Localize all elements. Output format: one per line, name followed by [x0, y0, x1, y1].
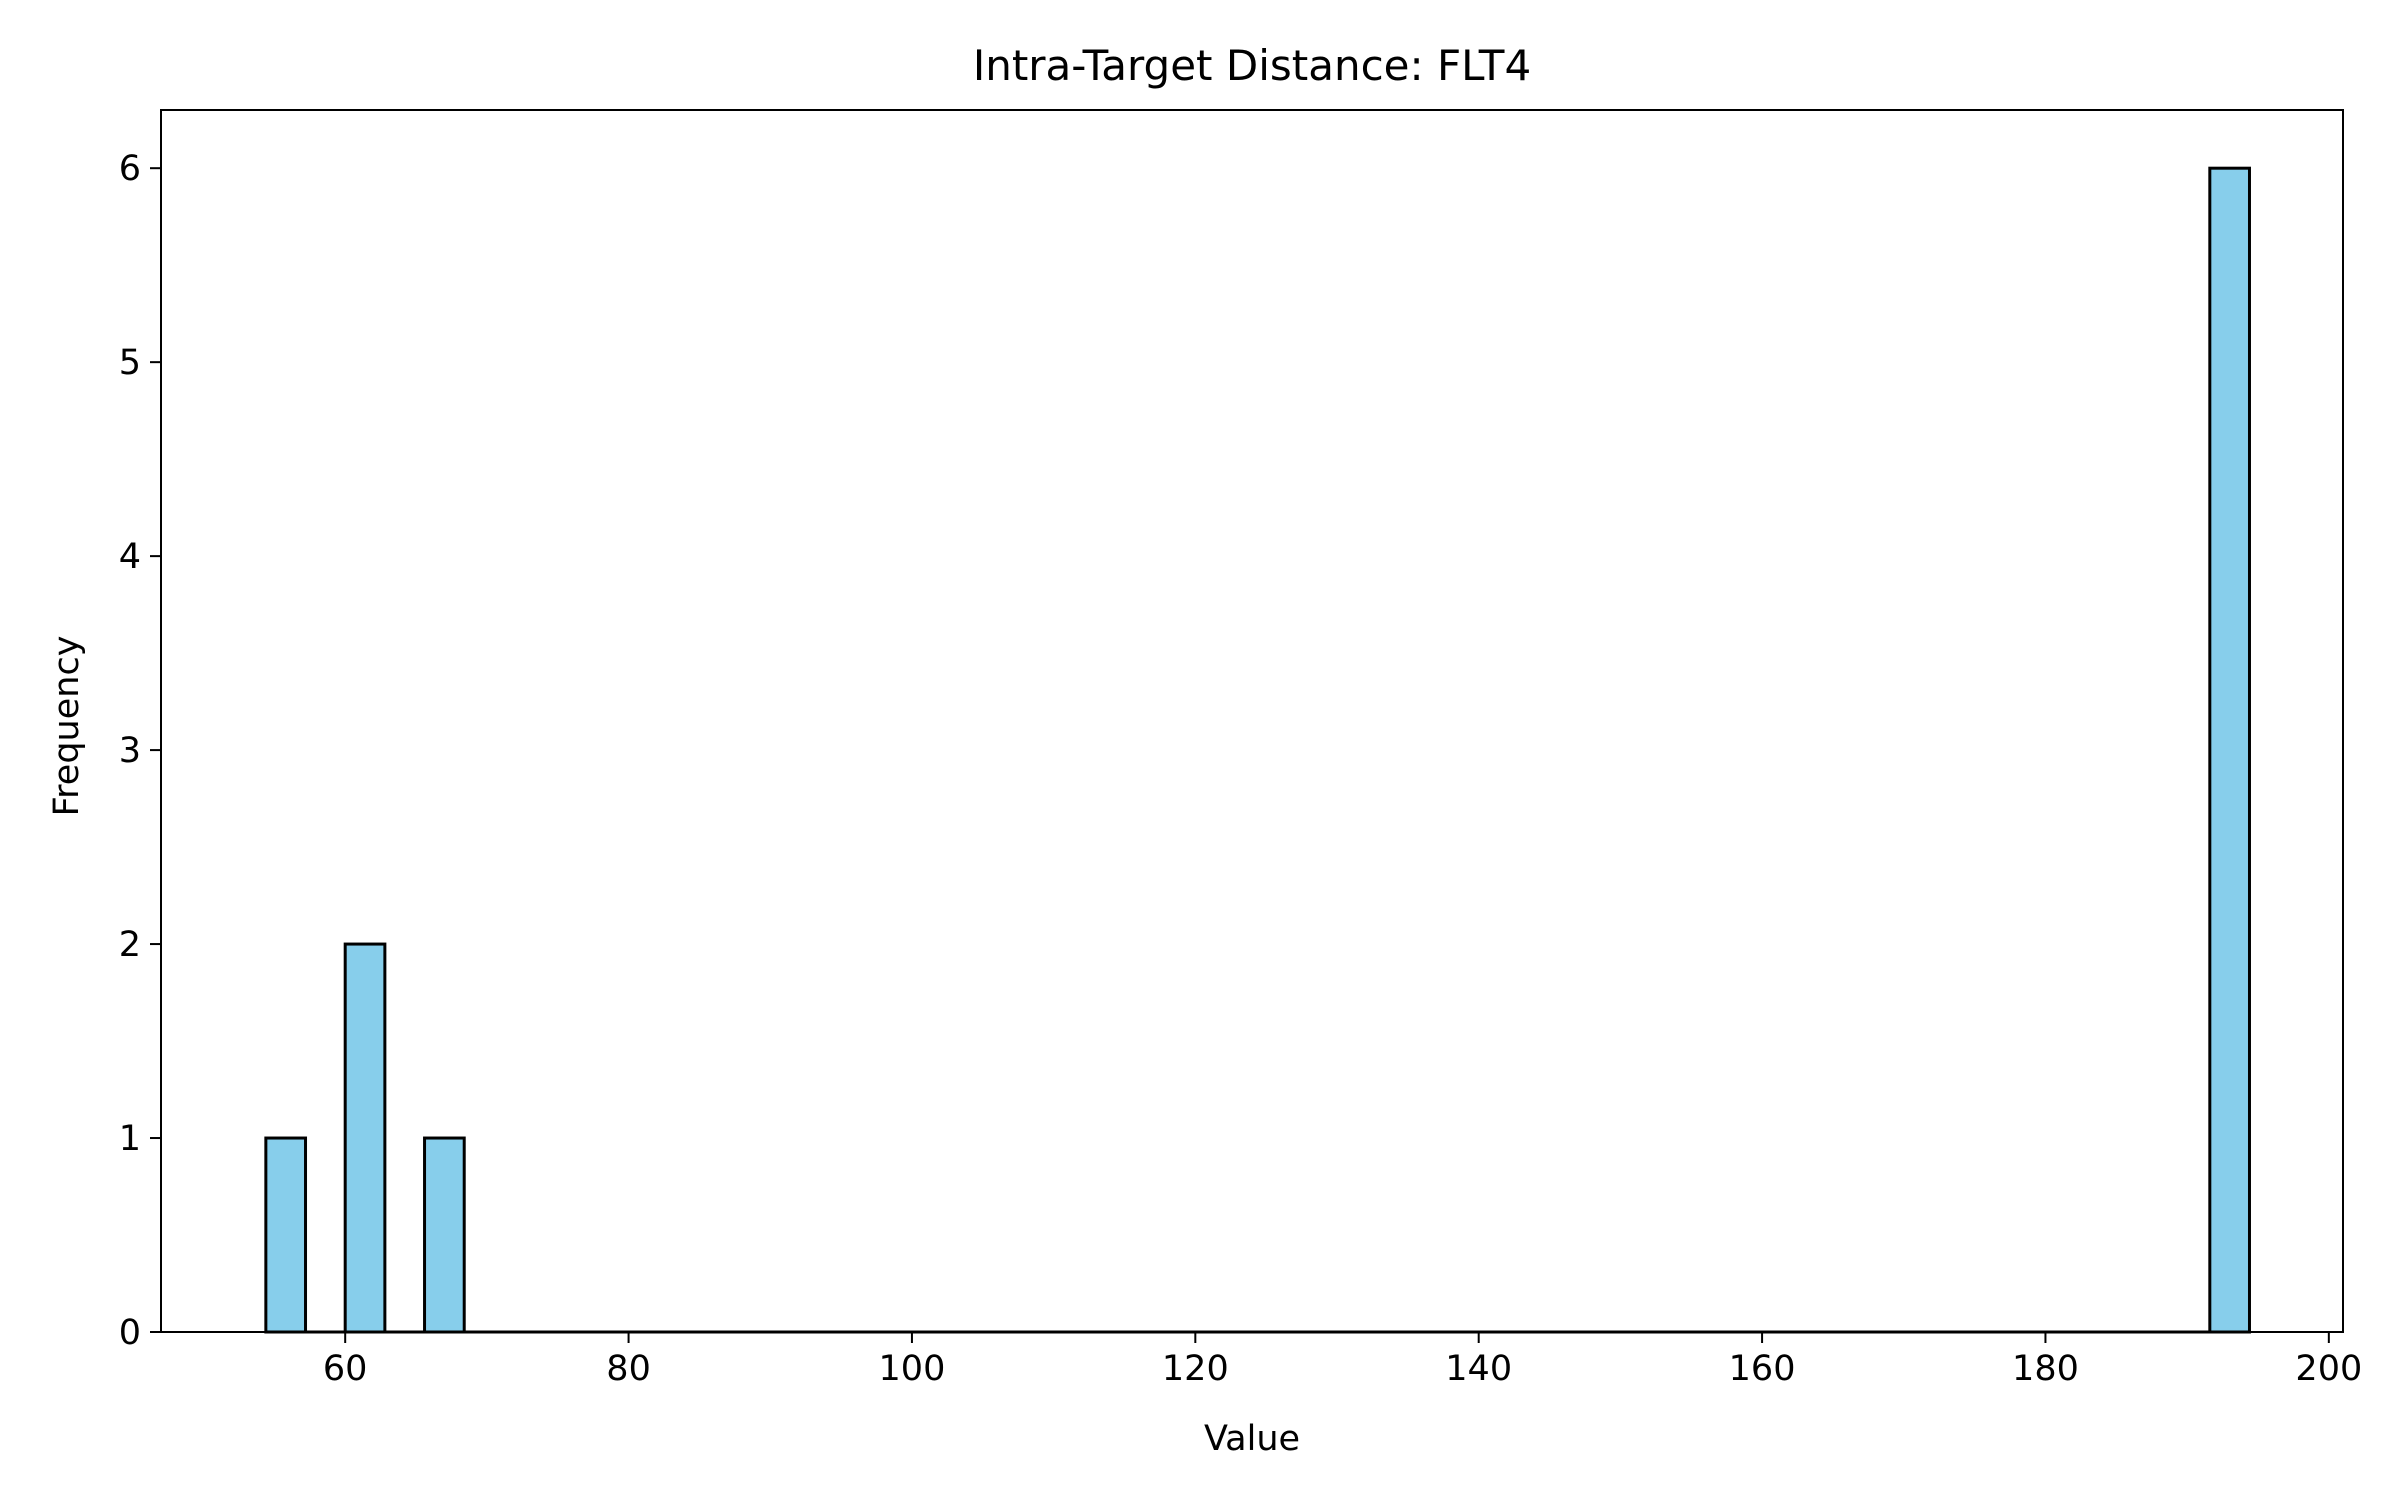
y-tick-label: 1 — [119, 1119, 141, 1159]
x-tick-label: 100 — [879, 1349, 946, 1389]
histogram-bar — [264, 1136, 308, 1334]
plot-area-frame — [160, 109, 2344, 1333]
x-tick-label: 180 — [2012, 1349, 2079, 1389]
x-tick-label: 80 — [606, 1349, 651, 1389]
y-tick-label: 4 — [119, 537, 141, 577]
histogram-bar — [343, 942, 387, 1334]
histogram-bar — [423, 1136, 466, 1334]
x-axis-ticks: 60 80 100 120 140 160 180 200 — [323, 1332, 2362, 1389]
y-tick-label: 0 — [119, 1313, 141, 1353]
y-tick-label: 2 — [119, 925, 141, 965]
x-tick-label: 200 — [2295, 1349, 2362, 1389]
bars-layer — [264, 166, 2251, 1334]
y-axis-ticks: 0 1 2 3 4 5 6 — [119, 149, 161, 1353]
chart-title: Intra-Target Distance: FLT4 — [973, 41, 1531, 90]
y-tick-label: 3 — [119, 731, 141, 771]
x-tick-label: 160 — [1729, 1349, 1796, 1389]
y-tick-label: 5 — [119, 343, 141, 383]
y-axis-label: Frequency — [47, 636, 87, 817]
x-tick-label: 140 — [1445, 1349, 1512, 1389]
x-axis-label: Value — [1204, 1419, 1300, 1459]
x-tick-label: 120 — [1162, 1349, 1229, 1389]
x-tick-label: 60 — [323, 1349, 368, 1389]
histogram-bar — [2208, 166, 2251, 1334]
y-tick-label: 6 — [119, 149, 141, 189]
